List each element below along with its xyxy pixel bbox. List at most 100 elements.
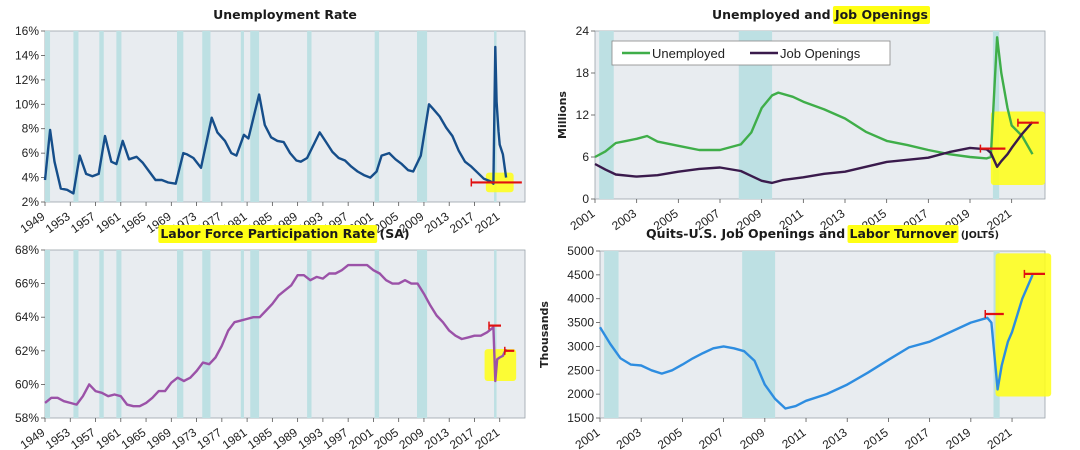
chart-title: Quits-U.S. Job Openings and Labor Turnov…	[646, 226, 999, 241]
recession-band	[307, 250, 312, 418]
series-line-main	[598, 274, 1034, 410]
chart-title-part: Quits-U.S. Job Openings and	[646, 226, 849, 241]
y-tick-label: 14%	[15, 48, 39, 62]
recession-band	[177, 31, 184, 202]
x-tick-label: 1965	[119, 425, 149, 450]
y-axis-label: Thousands	[538, 301, 551, 368]
y-tick-label: 18	[576, 66, 590, 80]
x-tick-label: 2003	[614, 425, 644, 450]
recession-band	[45, 31, 51, 202]
chart-title-highlight: Labor Force Participation Rate	[160, 226, 375, 241]
y-tick-label: 60%	[15, 377, 39, 391]
x-tick-label: 2007	[696, 425, 726, 450]
recession-band	[202, 31, 211, 202]
y-tick-label: 10%	[15, 97, 39, 111]
y-tick-label: 6	[582, 150, 589, 164]
legend-label: Job Openings	[780, 46, 861, 61]
x-tick-label: 2017	[447, 209, 477, 236]
y-tick-label: 8%	[22, 122, 40, 136]
x-tick-label: 2017	[447, 425, 477, 450]
x-tick-label: 1953	[43, 425, 73, 450]
legend-label: Unemployed	[652, 46, 725, 61]
x-tick-label: 1977	[194, 425, 224, 450]
y-tick-label: 2%	[22, 195, 40, 209]
y-tick-label: 3500	[567, 316, 594, 330]
x-tick-label: 2017	[902, 425, 932, 450]
chart-title-part: (SA)	[375, 226, 409, 241]
recession-band	[116, 250, 122, 418]
y-tick-label: 64%	[15, 310, 39, 324]
x-tick-label: 1969	[144, 425, 174, 450]
chart-title-highlight: Job Openings	[834, 7, 928, 22]
y-tick-label: 66%	[15, 277, 39, 291]
recession-band	[202, 250, 211, 418]
x-tick-label: 1957	[68, 209, 98, 236]
y-tick-label: 2500	[567, 363, 594, 377]
highlight-box	[995, 253, 1052, 397]
recession-band	[99, 250, 104, 418]
y-tick-label: 2000	[567, 387, 594, 401]
x-tick-label: 1993	[295, 425, 325, 450]
x-tick-label: 1989	[270, 425, 300, 450]
plot-area	[44, 249, 526, 419]
recession-band	[116, 31, 122, 202]
recession-band	[604, 251, 619, 418]
recession-band	[73, 31, 79, 202]
y-tick-label: 68%	[15, 243, 39, 257]
labor-force-participation-chart: 58%60%62%64%66%68%1949195319571961196519…	[15, 225, 526, 450]
x-tick-label: 2005	[371, 425, 401, 450]
recession-band	[374, 31, 380, 202]
x-tick-label: 2003	[609, 206, 639, 233]
x-tick-label: 2015	[861, 425, 891, 450]
title-highlight-marker	[847, 225, 959, 243]
chart-title: Labor Force Participation Rate (SA)	[160, 226, 409, 241]
chart-title-highlight: Labor Turnover	[850, 226, 958, 241]
recession-band	[417, 31, 428, 202]
y-tick-label: 5000	[567, 244, 594, 258]
recession-band	[494, 250, 497, 418]
y-tick-label: 16%	[15, 24, 39, 38]
quits-jolts-chart: 1500 2000 2500 3000 3500 4000 4500 5000 2001 2003…	[538, 225, 1052, 450]
x-tick-label: 2013	[820, 425, 850, 450]
highlight-box	[990, 111, 1045, 185]
recession-band	[417, 250, 428, 418]
recession-band	[374, 250, 380, 418]
y-tick-label: 4%	[22, 171, 40, 185]
recession-band	[307, 31, 312, 202]
x-tick-label: 1957	[68, 425, 98, 450]
y-tick-label: 0	[582, 192, 589, 206]
y-tick-label: 12	[576, 108, 590, 122]
x-tick-label: 2019	[943, 425, 973, 450]
highlight-box	[484, 349, 517, 382]
x-tick-label: 2011	[779, 425, 808, 450]
chart-title-part: Unemployed and	[712, 7, 835, 22]
y-tick-label: 4000	[567, 292, 594, 306]
x-tick-label: 1985	[245, 425, 275, 450]
series-line-unemployed	[594, 36, 1034, 160]
plot-area	[599, 250, 1046, 419]
x-tick-label: 2021	[472, 425, 502, 450]
unemployment-rate-chart: 2% 4% 6% 8% 10% 12% 14% 16% 19491953195719611965…	[15, 7, 526, 236]
chart-title: Unemployment Rate	[213, 7, 357, 22]
y-tick-label: 12%	[15, 73, 39, 87]
x-tick-label: 2001	[568, 206, 598, 233]
recession-band	[99, 31, 104, 202]
x-tick-label: 2005	[655, 425, 685, 450]
recession-band	[177, 250, 184, 418]
series-line-main	[43, 45, 508, 195]
y-tick-label: 62%	[15, 344, 39, 358]
x-tick-label: 1949	[18, 425, 48, 450]
chart-title-part: (JOLTS)	[961, 230, 999, 241]
recession-band	[599, 31, 614, 199]
title-highlight-marker	[158, 225, 378, 243]
x-tick-label: 2013	[422, 209, 452, 236]
recession-band	[45, 250, 51, 418]
x-tick-label: 2013	[422, 425, 452, 450]
x-tick-label: 1981	[220, 425, 250, 450]
title-highlight-marker	[832, 6, 930, 24]
x-tick-label: 1961	[93, 425, 123, 450]
recession-band	[240, 250, 244, 418]
x-tick-label: 1961	[93, 209, 123, 236]
